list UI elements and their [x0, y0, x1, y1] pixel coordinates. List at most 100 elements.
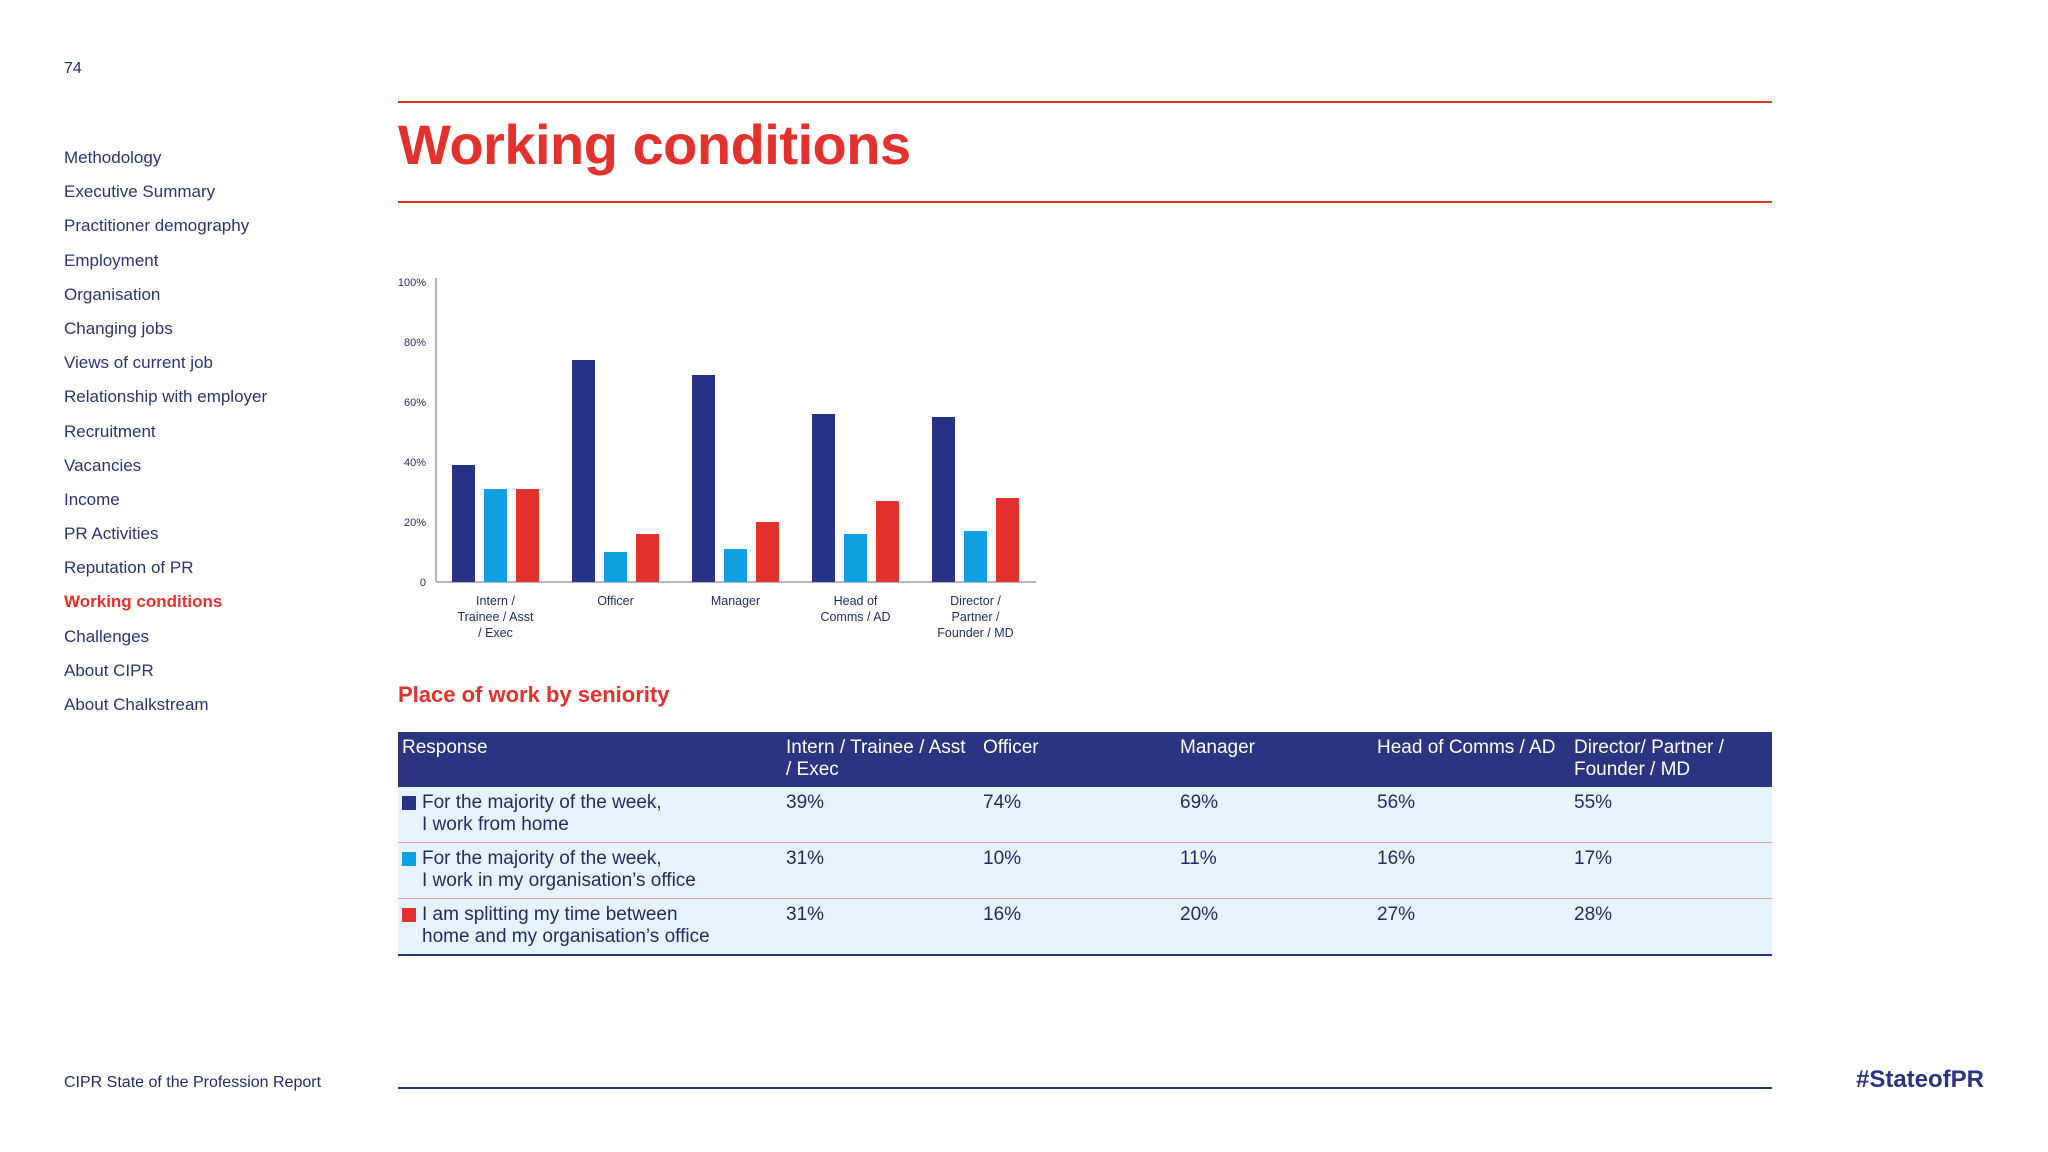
table-title: Place of work by seniority [398, 682, 670, 707]
bar [756, 522, 779, 582]
nav-item-organisation[interactable]: Organisation [64, 284, 161, 304]
nav-item-working-conditions[interactable]: Working conditions [64, 592, 223, 612]
page-number: 74 [64, 60, 82, 77]
x-tick-label: Officer [597, 594, 634, 608]
bar [516, 489, 539, 582]
table-row: For the majority of the week, I work in m… [398, 842, 1772, 899]
sidebar-nav: Methodology Executive Summary Practitioner… [64, 146, 364, 727]
value-cell: 39% [782, 787, 979, 843]
nav-item-views-of-current-job[interactable]: Views of current job [64, 353, 213, 373]
nav-item-vacancies[interactable]: Vacancies [64, 455, 142, 475]
nav-item-recruitment[interactable]: Recruitment [64, 421, 156, 441]
x-tick-label: Head of [834, 594, 878, 608]
response-line: I work in my organisation’s office [422, 870, 696, 891]
response-line: I am splitting my time between [422, 904, 678, 925]
x-tick-label: Director / [950, 594, 1001, 608]
value-cell: 16% [979, 898, 1176, 956]
nav-item-employment[interactable]: Employment [64, 250, 159, 270]
x-tick-label: Intern / [476, 594, 515, 608]
bar [572, 360, 595, 582]
table-row: I am splitting my time between home and m… [398, 898, 1772, 956]
response-text: For the majority of the week, I work from… [422, 792, 662, 836]
response-line: I work from home [422, 814, 569, 835]
bar [484, 489, 507, 582]
response-text: I am splitting my time between home and m… [422, 904, 710, 948]
bar [876, 501, 899, 582]
bar [932, 417, 955, 582]
report-name: CIPR State of the Profession Report [64, 1074, 322, 1091]
nav-item-practitioner-demography[interactable]: Practitioner demography [64, 216, 250, 236]
legend-swatch [402, 908, 416, 922]
nav-item-reputation-of-pr[interactable]: Reputation of PR [64, 558, 194, 578]
bar [452, 465, 475, 582]
bar [812, 414, 835, 582]
y-tick-label: 100% [398, 277, 426, 289]
value-cell: 56% [1373, 787, 1570, 843]
table-row: For the majority of the week, I work from… [398, 787, 1772, 843]
y-tick-label: 20% [404, 517, 426, 529]
seniority-bar-chart: 0 20% 40% 60% 80% 100% Intern / Trainee / Asst /… [390, 268, 1050, 653]
column-header: Director/ Partner / Founder / MD [1570, 732, 1772, 787]
page-title: Working conditions [398, 113, 911, 176]
column-header: Head of Comms / AD [1373, 732, 1570, 787]
response-line: For the majority of the week, [422, 848, 662, 869]
nav-item-executive-summary[interactable]: Executive Summary [64, 182, 216, 202]
value-cell: 16% [1373, 842, 1570, 899]
legend-swatch [402, 852, 416, 866]
x-tick-label: / Exec [478, 626, 513, 640]
column-header: Intern / Trainee / Asst / Exec [782, 732, 979, 787]
y-tick-label: 40% [404, 457, 426, 469]
value-cell: 55% [1570, 787, 1772, 843]
table-header-row: Response Intern / Trainee / Asst / Exec Of… [398, 732, 1772, 787]
column-header: Manager [1176, 732, 1373, 787]
value-cell: 11% [1176, 842, 1373, 899]
nav-item-changing-jobs[interactable]: Changing jobs [64, 318, 173, 338]
y-tick-label: 80% [404, 337, 426, 349]
bar [692, 375, 715, 582]
value-cell: 10% [979, 842, 1176, 899]
column-header: Officer [979, 732, 1176, 787]
nav-item-methodology[interactable]: Methodology [64, 148, 162, 167]
value-cell: 17% [1570, 842, 1772, 899]
bar [996, 498, 1019, 582]
footer-rule [398, 1087, 1772, 1089]
place-of-work-table: Response Intern / Trainee / Asst / Exec Of… [398, 732, 1772, 956]
nav-item-challenges[interactable]: Challenges [64, 626, 150, 646]
response-cell: For the majority of the week, I work in m… [398, 842, 782, 899]
nav-item-pr-activities[interactable]: PR Activities [64, 524, 159, 544]
bar [636, 534, 659, 582]
title-top-rule [398, 101, 1772, 103]
response-line: For the majority of the week, [422, 792, 662, 813]
response-cell: For the majority of the week, I work from… [398, 787, 782, 843]
value-cell: 28% [1570, 898, 1772, 956]
hashtag: #StateofPR [1855, 1066, 1984, 1093]
chart-svg: 0 20% 40% 60% 80% 100% Intern / Trainee / Asst /… [398, 277, 1036, 640]
value-cell: 31% [782, 842, 979, 899]
response-text: For the majority of the week, I work in m… [422, 848, 696, 892]
bar [724, 549, 747, 582]
x-tick-label: Partner / [952, 610, 1000, 624]
x-tick-label: Trainee / Asst [458, 610, 534, 624]
response-cell: I am splitting my time between home and m… [398, 898, 782, 956]
nav-item-about-chalkstream[interactable]: About Chalkstream [64, 695, 209, 714]
y-tick-label: 0 [420, 577, 426, 589]
nav-item-income[interactable]: Income [64, 489, 120, 509]
legend-swatch [402, 796, 416, 810]
x-tick-label: Comms / AD [820, 610, 890, 624]
column-header: Response [398, 732, 782, 787]
bar [604, 552, 627, 582]
value-cell: 20% [1176, 898, 1373, 956]
x-tick-label: Founder / MD [937, 626, 1013, 640]
y-tick-label: 60% [404, 397, 426, 409]
value-cell: 31% [782, 898, 979, 956]
nav-item-relationship-with-employer[interactable]: Relationship with employer [64, 387, 268, 407]
bar [964, 531, 987, 582]
bar [844, 534, 867, 582]
response-line: home and my organisation’s office [422, 926, 710, 947]
nav-item-about-cipr[interactable]: About CIPR [64, 660, 154, 680]
value-cell: 27% [1373, 898, 1570, 956]
x-tick-label: Manager [711, 594, 760, 608]
value-cell: 74% [979, 787, 1176, 843]
value-cell: 69% [1176, 787, 1373, 843]
title-bottom-rule [398, 201, 1772, 203]
